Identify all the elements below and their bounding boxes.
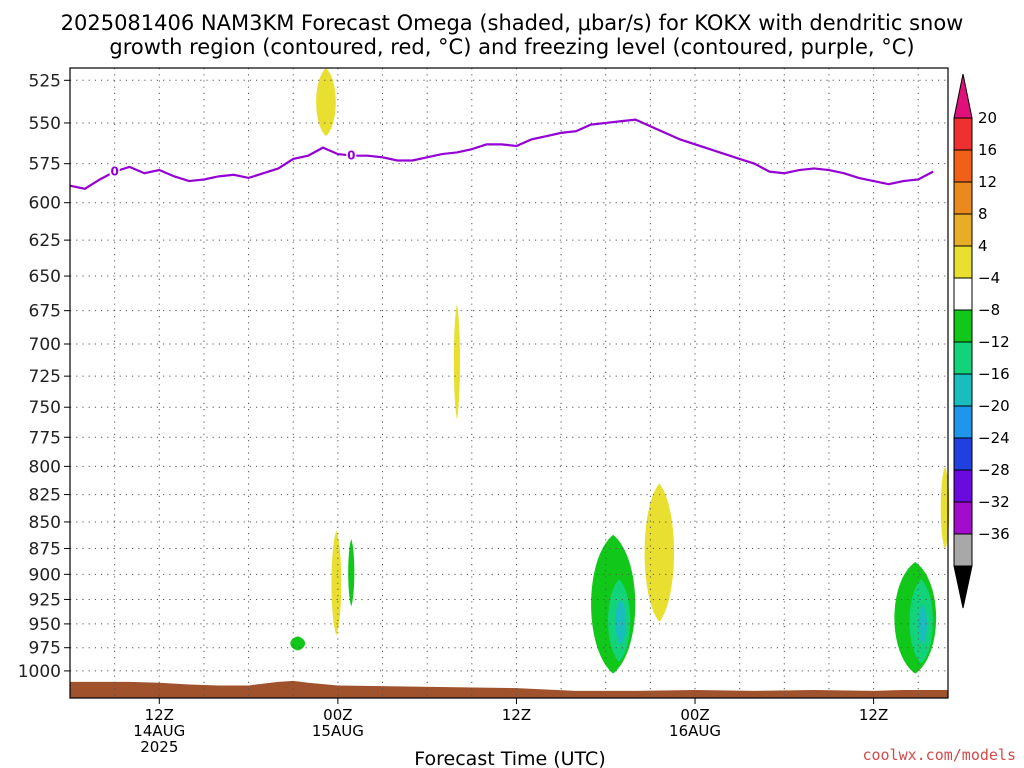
y-tick-label-725: 725 <box>29 367 61 387</box>
colorbar-label-6: −8 <box>978 301 1000 319</box>
freezing-level-line <box>69 118 934 191</box>
y-tick-label-900: 900 <box>29 565 61 585</box>
plot-grid <box>70 68 948 698</box>
y-tick-label-850: 850 <box>29 513 61 533</box>
colorbar-segment-11 <box>953 469 973 503</box>
omega-shading <box>290 68 950 674</box>
site-credit: coolwx.com/models <box>862 746 1016 764</box>
x-tick-label-3-1: 16AUG <box>669 722 721 740</box>
y-tick-label-825: 825 <box>29 486 61 506</box>
y-tick-label-800: 800 <box>29 457 61 477</box>
plot-frame <box>69 67 949 699</box>
ground-surface <box>70 680 948 698</box>
colorbar-label-2: 12 <box>978 173 997 191</box>
colorbar-segment-10 <box>953 437 973 471</box>
surface-fill <box>70 680 948 698</box>
x-tick-label-0-1: 14AUG <box>133 722 185 740</box>
freezing-level-label-0: 0 <box>110 165 118 179</box>
x-tick-label-0-0: 12Z <box>145 706 174 724</box>
colorbar-segment-0 <box>953 117 973 151</box>
colorbar-label-12: −32 <box>978 493 1010 511</box>
colorbar-segment-13 <box>953 533 973 567</box>
y-tick-label-1000: 1000 <box>18 662 61 682</box>
colorbar-bottom-arrow <box>953 565 973 609</box>
colorbar-segment-7 <box>953 341 973 375</box>
colorbar-label-10: −24 <box>978 429 1010 447</box>
colorbar-segment-8 <box>953 373 973 407</box>
colorbar-label-13: −36 <box>978 525 1010 543</box>
colorbar-segment-2 <box>953 181 973 215</box>
chart-title-line-1: 2025081406 NAM3KM Forecast Omega (shaded… <box>61 11 964 35</box>
colorbar-segment-3 <box>953 213 973 247</box>
x-tick-label-0-2: 2025 <box>140 738 178 756</box>
y-tick-label-700: 700 <box>29 335 61 355</box>
x-tick-label-4-0: 12Z <box>859 706 888 724</box>
colorbar-segment-12 <box>953 501 973 535</box>
colorbar-label-3: 8 <box>978 205 988 223</box>
omega-region-1 <box>453 303 460 420</box>
contour-label-bg-0 <box>109 163 120 178</box>
x-tick-label-1-1: 15AUG <box>312 722 364 740</box>
x-tick-label-1-0: 00Z <box>323 706 352 724</box>
freezing-level-contour: 00 <box>69 118 934 191</box>
colorbar-label-5: −4 <box>978 269 1000 287</box>
y-tick-label-675: 675 <box>29 302 61 322</box>
colorbar-segment-4 <box>953 245 973 279</box>
x-tick-label-3-0: 00Z <box>680 706 709 724</box>
y-tick-label-775: 775 <box>29 428 61 448</box>
freezing-level-label-1: 0 <box>347 149 355 163</box>
colorbar-label-1: 16 <box>978 141 997 159</box>
omega-region-9 <box>940 466 950 550</box>
y-tick-label-975: 975 <box>29 639 61 659</box>
colorbar-segment-6 <box>953 309 973 343</box>
omega-region-2 <box>331 530 342 636</box>
omega-region-4 <box>290 636 306 651</box>
colorbar-segment-5 <box>953 277 973 311</box>
y-tick-label-525: 525 <box>29 71 61 91</box>
y-tick-label-575: 575 <box>29 155 61 175</box>
y-tick-label-925: 925 <box>29 590 61 610</box>
omega-region-12 <box>918 604 927 645</box>
x-tick-label-2-0: 12Z <box>502 706 531 724</box>
y-tick-label-650: 650 <box>29 267 61 287</box>
chart-title-line-2: growth region (contoured, red, °C) and f… <box>109 35 914 59</box>
y-tick-label-950: 950 <box>29 615 61 635</box>
colorbar-label-8: −16 <box>978 365 1010 383</box>
colorbar-label-11: −28 <box>978 461 1010 479</box>
colorbar-segment-1 <box>953 149 973 183</box>
colorbar-top-arrow <box>953 73 973 119</box>
y-tick-label-750: 750 <box>29 398 61 418</box>
omega-region-8 <box>615 599 627 645</box>
contour-label-bg-1 <box>346 147 357 162</box>
y-axis-ticks: 525 550 575 600 625 650 675 700 725 750 775 800 825 8… <box>18 71 70 682</box>
colorbar-label-0: 20 <box>978 109 997 127</box>
y-tick-label-600: 600 <box>29 194 61 214</box>
omega-region-0 <box>316 68 336 137</box>
omega-region-5 <box>644 483 675 622</box>
omega-region-3 <box>348 539 355 607</box>
y-tick-label-625: 625 <box>29 231 61 251</box>
y-tick-label-550: 550 <box>29 114 61 134</box>
colorbar-label-4: 4 <box>978 237 988 255</box>
colorbar-label-7: −12 <box>978 333 1010 351</box>
y-tick-label-875: 875 <box>29 540 61 560</box>
x-axis-label: Forecast Time (UTC) <box>414 748 605 768</box>
colorbar-label-9: −20 <box>978 397 1010 415</box>
colorbar: 20 16 12 8 4 −4 −8 −12 −16 −20 −24 −28 −32 −36 <box>953 73 1010 609</box>
colorbar-segment-9 <box>953 405 973 439</box>
